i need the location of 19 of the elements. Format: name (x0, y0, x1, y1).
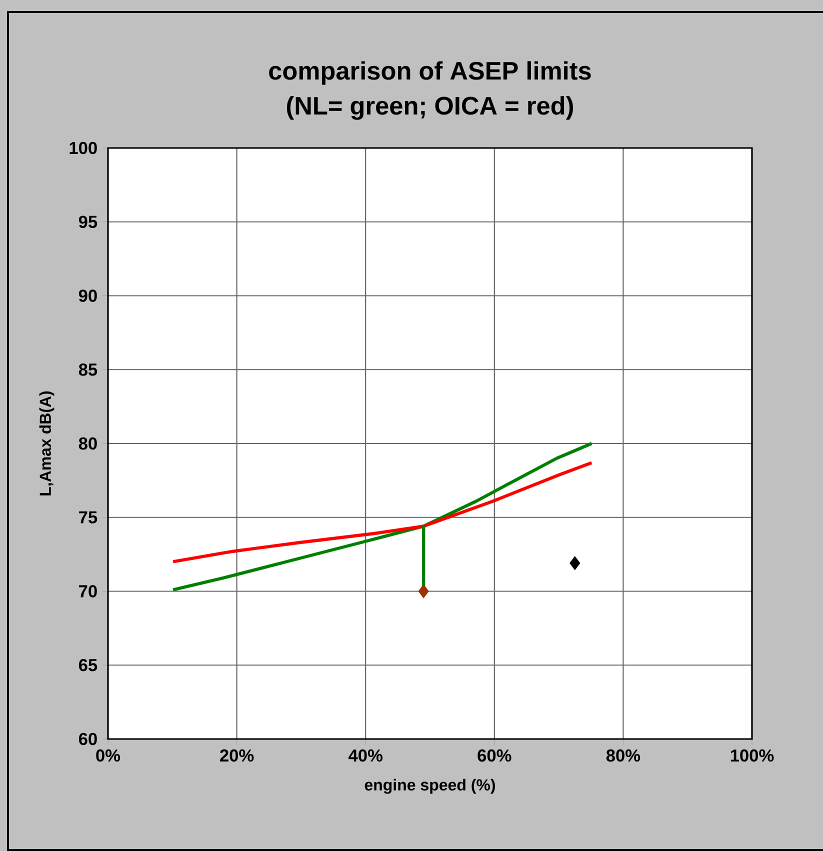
y-tick-label: 85 (78, 363, 98, 376)
x-tick-label: 100% (730, 749, 774, 762)
y-tick-label: 80 (78, 437, 97, 450)
y-tick-label: 90 (78, 290, 97, 302)
y-axis-title: L,Amax dB(A) (39, 391, 54, 496)
x-tick-label: 20% (220, 749, 254, 762)
x-tick-label: 60% (478, 749, 512, 762)
y-tick-label: 60 (78, 732, 97, 746)
x-axis-title: engine speed (%) (364, 778, 495, 794)
x-tick-label: 0% (96, 749, 120, 762)
x-tick-label: 80% (606, 749, 640, 762)
chart-title: comparison of ASEP limits (269, 61, 591, 85)
x-tick-label: 40% (348, 749, 382, 762)
y-tick-label: 100 (70, 142, 97, 154)
y-tick-label: 65 (78, 658, 98, 672)
chart-subtitle: (NL= green; OICA = red) (286, 96, 573, 120)
y-tick-label: 95 (78, 216, 98, 228)
y-tick-label: 75 (79, 511, 98, 524)
y-tick-label: 70 (79, 585, 97, 598)
